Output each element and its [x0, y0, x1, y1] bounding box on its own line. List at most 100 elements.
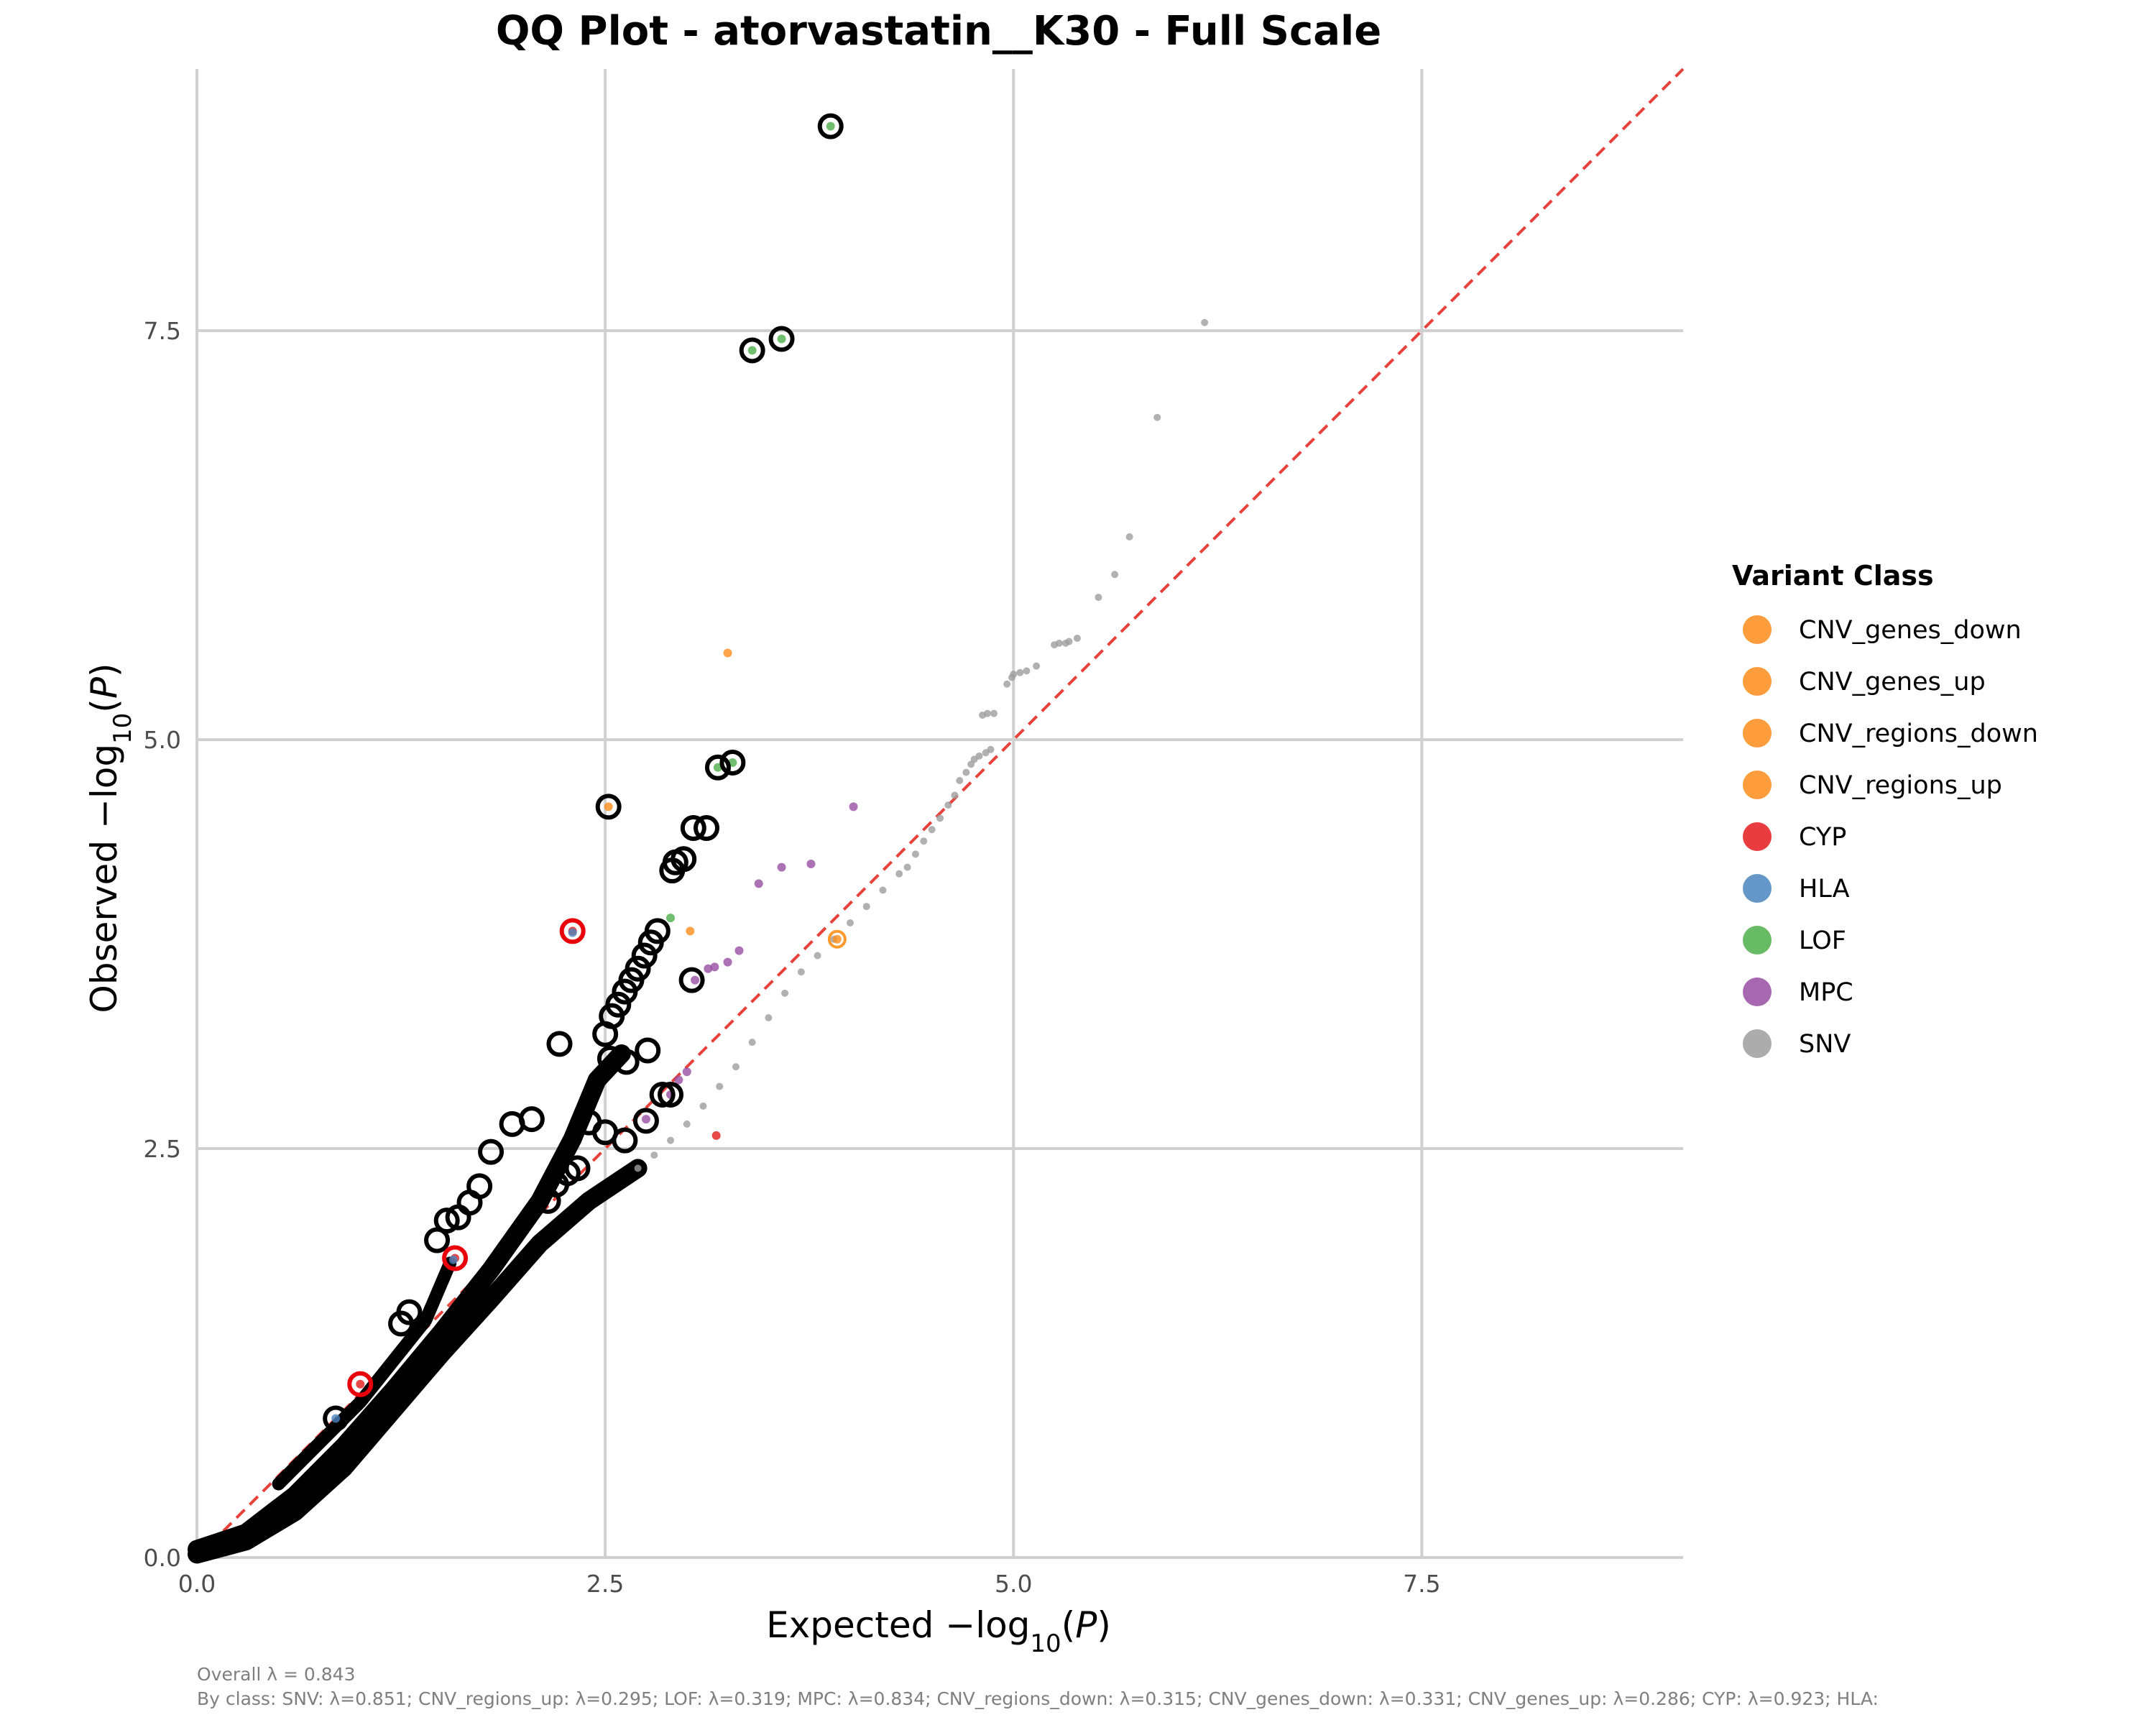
highlight-ring-cyp — [559, 918, 586, 944]
x-tick-label: 0.0 — [178, 1570, 216, 1598]
highlight-ring — [323, 1405, 349, 1432]
reference-line-group — [195, 68, 1685, 1559]
point-snv — [650, 1151, 658, 1159]
caption-by-class-lambda: By class: SNV: λ=0.851; CNV_regions_up: … — [197, 1688, 1879, 1709]
point-snv — [903, 863, 911, 871]
point-mpc — [723, 957, 732, 967]
point-hla — [568, 928, 577, 937]
point-snv — [683, 1120, 691, 1128]
legend-swatch — [1743, 1029, 1772, 1058]
point-snv — [1095, 594, 1102, 602]
highlight-ring — [768, 326, 795, 352]
point-snv — [951, 791, 959, 799]
y-tick-label: 7.5 — [144, 317, 181, 345]
legend-label: MPC — [1799, 978, 1853, 1007]
highlight-rings — [323, 113, 847, 1432]
point-snv — [1016, 668, 1024, 676]
legend-swatch — [1743, 615, 1772, 644]
point-snv — [928, 826, 936, 834]
point-snv — [1111, 571, 1119, 579]
point-snv — [781, 989, 789, 997]
point-mpc — [710, 962, 719, 972]
point-snv — [765, 1013, 773, 1021]
legend-label: SNV — [1799, 1030, 1851, 1059]
y-tick-labels: 0.0 2.5 5.0 7.5 — [144, 317, 181, 1572]
point-hla — [448, 1255, 458, 1264]
highlight-ring — [456, 1190, 483, 1216]
legend-swatch — [1743, 667, 1772, 696]
highlight-ring — [659, 857, 686, 884]
legend-label: HLA — [1799, 875, 1850, 903]
point-cyp — [711, 1131, 721, 1140]
point-cnv-regions-up — [723, 648, 732, 658]
point-snv — [962, 768, 970, 776]
lower-band — [188, 1159, 648, 1564]
point-snv — [847, 919, 854, 926]
point-snv — [1201, 318, 1209, 326]
y-tick-label: 0.0 — [144, 1544, 181, 1572]
highlight-ring — [499, 1110, 525, 1137]
highlight-ring-cyp — [347, 1371, 374, 1397]
point-snv — [716, 1082, 724, 1090]
point-snv — [748, 1039, 756, 1046]
point-snv — [1125, 533, 1133, 540]
middle-band — [272, 1256, 457, 1491]
highlight-ring — [424, 1227, 451, 1254]
point-snv — [920, 837, 928, 845]
highlight-ring — [704, 754, 731, 781]
highlight-ring — [649, 1081, 676, 1108]
highlight-ring-cyp — [442, 1245, 469, 1271]
point-lof — [666, 914, 676, 923]
point-snv — [862, 903, 870, 911]
legend-swatch — [1743, 822, 1772, 851]
highlight-ring — [388, 1310, 415, 1337]
legend-label: CNV_regions_down — [1799, 719, 2038, 748]
point-hla — [331, 1414, 341, 1423]
caption-overall-lambda: Overall λ = 0.843 — [197, 1664, 356, 1685]
legend-label: CYP — [1799, 823, 1846, 852]
point-snv — [911, 850, 919, 858]
point-snv — [879, 886, 887, 894]
legend-swatch — [1743, 978, 1772, 1006]
legend-label: CNV_regions_up — [1799, 771, 2002, 800]
highlight-ring — [817, 113, 844, 139]
point-snv — [979, 711, 987, 719]
highlight-ring — [719, 749, 746, 776]
highlight-ring — [478, 1138, 505, 1165]
legend-title: Variant Class — [1732, 560, 1934, 592]
point-snv — [1003, 680, 1011, 688]
highlight-ring — [612, 978, 638, 1005]
point-snv — [732, 1063, 740, 1071]
point-mpc — [682, 1067, 691, 1077]
legend-swatch — [1743, 770, 1772, 799]
legend-swatch — [1743, 874, 1772, 903]
point-mpc — [641, 1115, 650, 1124]
point-mpc — [777, 862, 786, 872]
point-snv — [1023, 667, 1031, 675]
point-mpc — [704, 964, 713, 973]
point-snv — [1008, 673, 1015, 681]
reference-line — [195, 68, 1685, 1559]
point-mpc — [806, 860, 816, 869]
highlight-ring — [637, 929, 664, 956]
point-snv — [990, 709, 998, 717]
highlight-ring — [678, 967, 705, 993]
highlight-ring — [680, 814, 706, 841]
point-snv — [982, 749, 990, 757]
y-tick-label: 5.0 — [144, 726, 181, 754]
highlight-ring — [433, 1208, 460, 1234]
legend-swatch — [1743, 926, 1772, 954]
highlight-ring — [635, 1037, 661, 1064]
data-points — [331, 121, 1209, 1423]
point-snv — [956, 776, 964, 784]
point-snv — [944, 801, 952, 809]
point-snv — [699, 1102, 707, 1110]
point-snv — [1153, 413, 1161, 421]
y-tick-label: 2.5 — [144, 1135, 181, 1163]
chart-title: QQ Plot - atorvastatin__K30 - Full Scale — [496, 8, 1381, 55]
point-mpc — [734, 946, 744, 955]
point-snv — [1051, 641, 1059, 649]
point-cnv-regions-up — [604, 802, 613, 811]
highlight-ring — [576, 1109, 602, 1136]
x-tick-label: 2.5 — [586, 1570, 624, 1598]
